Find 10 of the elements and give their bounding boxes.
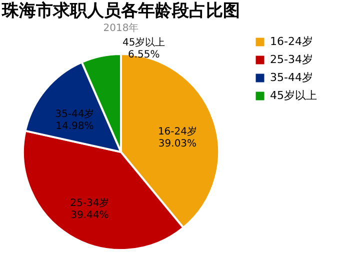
chart-subtitle: 2018年 [103,22,139,34]
legend-label: 45岁以上 [270,89,317,102]
data-label: 35-44岁 14.98% [55,108,94,132]
data-label: 16-24岁 39.03% [158,126,198,150]
data-label: 25-34岁 39.44% [70,197,110,222]
legend-label: 16-24岁 [270,35,313,48]
legend-label: 35-44岁 [270,71,313,84]
data-label: 45岁以上 6.55% [122,36,166,60]
legend-label: 25-34岁 [270,53,313,66]
chart-title: 珠海市求职人员各年龄段占比图 [1,1,240,21]
